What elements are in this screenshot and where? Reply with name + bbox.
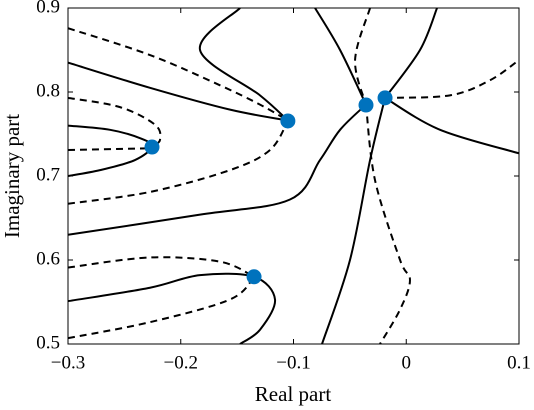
contour-line	[314, 8, 367, 106]
contour-line	[68, 276, 255, 340]
point	[280, 113, 296, 129]
contour-line	[384, 97, 519, 155]
point	[144, 139, 160, 155]
contour-line	[68, 61, 289, 122]
point	[246, 269, 262, 285]
contour-line	[321, 97, 387, 344]
y-tick-label: 0.7	[36, 164, 60, 185]
contour-line	[385, 59, 519, 99]
contour-line	[68, 256, 255, 278]
contour-line	[365, 104, 411, 344]
axes-box	[67, 7, 520, 345]
contour-line	[68, 96, 162, 148]
contour-line	[68, 120, 289, 205]
contour-line	[68, 27, 289, 122]
y-tick-label: 0.5	[36, 332, 60, 353]
x-axis-label: Real part	[255, 382, 332, 406]
y-tick-label: 0.9	[36, 0, 60, 17]
x-tick-label: −0.2	[164, 352, 198, 373]
y-axis-label: Imaginary part	[0, 114, 24, 238]
point	[377, 90, 393, 106]
contour-line	[68, 103, 367, 236]
plot-area	[68, 8, 519, 344]
contour-line	[384, 8, 438, 99]
x-tick-label: −0.3	[51, 352, 85, 373]
contour-line	[354, 8, 372, 105]
y-tick-label: 0.8	[36, 80, 60, 101]
point	[358, 97, 374, 113]
x-tick-label: −0.1	[276, 352, 310, 373]
x-tick-label: 0	[402, 352, 412, 373]
y-tick-label: 0.6	[36, 248, 60, 269]
contour-line	[199, 8, 289, 122]
x-tick-label: 0.1	[507, 352, 531, 373]
